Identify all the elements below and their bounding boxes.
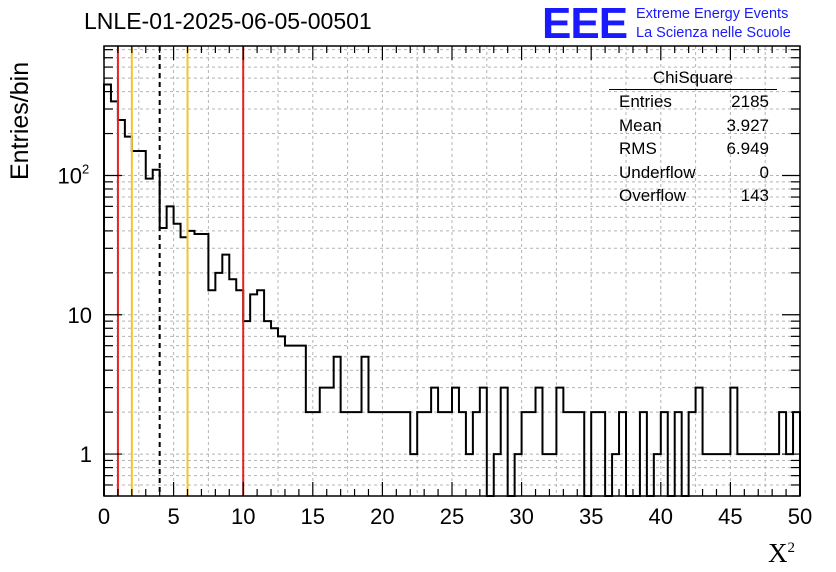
x-tick-label: 20 — [370, 504, 394, 529]
stats-row: Overflow 143 — [609, 184, 777, 208]
y-tick-label-exponent: 2 — [82, 161, 89, 176]
y-tick-label: 10 — [68, 303, 92, 328]
histogram-series — [103, 83, 801, 497]
stats-row: Underflow 0 — [609, 161, 777, 185]
x-axis-label-sup: 2 — [787, 540, 796, 556]
stats-value: 0 — [759, 162, 769, 182]
x-tick-label: 35 — [579, 504, 603, 529]
stats-box: ChiSquare Entries 2185 Mean 3.927 RMS 6.949… — [609, 68, 777, 208]
x-tick-label: 25 — [440, 504, 464, 529]
x-tick-label: 50 — [788, 504, 812, 529]
x-tick-label: 0 — [98, 504, 110, 529]
logo-caption: Extreme Energy Events La Scienza nelle S… — [636, 5, 791, 43]
stats-label: RMS — [619, 139, 657, 158]
chart-title: LNLE-01-2025-06-05-00501 — [84, 8, 372, 34]
logo-line-2: La Scienza nelle Scuole — [636, 25, 791, 41]
stats-title: ChiSquare — [609, 68, 777, 90]
stats-label: Entries — [619, 92, 672, 111]
x-tick-label: 30 — [509, 504, 533, 529]
y-tick-label: 1 — [80, 442, 92, 467]
x-axis-label: X2 — [768, 538, 795, 569]
x-tick-label: 40 — [649, 504, 673, 529]
x-tick-label: 5 — [167, 504, 179, 529]
x-tick-label: 45 — [718, 504, 742, 529]
stats-value: 6.949 — [726, 139, 769, 158]
stats-row: Entries 2185 — [609, 90, 777, 114]
x-tick-label: 10 — [231, 504, 255, 529]
y-tick-label: 10 — [58, 163, 82, 188]
stats-value: 2185 — [731, 92, 769, 111]
x-axis-label-base: X — [768, 538, 788, 568]
stats-label: Underflow — [619, 162, 696, 182]
stats-row: RMS 6.949 — [609, 137, 777, 161]
stats-label: Overflow — [619, 186, 687, 205]
stats-row: Mean 3.927 — [609, 114, 777, 138]
x-tick-label: 15 — [301, 504, 325, 529]
y-axis-label: Entries/bin — [6, 61, 34, 180]
stats-value: 143 — [740, 186, 769, 205]
logo-line-1: Extreme Energy Events — [636, 6, 789, 22]
stats-value: 3.927 — [726, 115, 769, 135]
eee-logo: EEE — [542, 0, 628, 48]
stats-label: Mean — [619, 115, 662, 135]
